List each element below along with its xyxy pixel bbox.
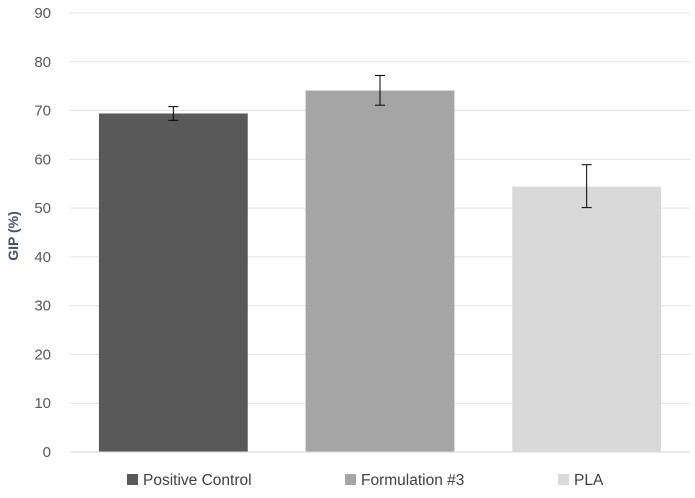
y-tick-label: 70 xyxy=(34,103,51,120)
bar xyxy=(98,113,248,452)
y-tick-label: 80 xyxy=(34,54,51,71)
legend-swatch xyxy=(127,474,138,485)
legend-label: PLA xyxy=(574,472,604,489)
legend-label: Positive Control xyxy=(143,472,252,489)
y-tick-label: 20 xyxy=(34,346,51,363)
error-bar xyxy=(581,164,592,209)
legend-swatch xyxy=(558,474,569,485)
error-bar xyxy=(375,74,385,106)
y-tick-label: 90 xyxy=(34,5,51,22)
legend-item: Formulation #3 xyxy=(345,472,464,489)
bar xyxy=(512,186,662,452)
legend-item: Positive Control xyxy=(127,472,252,489)
y-tick-label: 40 xyxy=(34,249,51,266)
y-tick-label: 60 xyxy=(34,151,51,168)
y-tick-label: 10 xyxy=(34,395,51,412)
y-axis-ticks: 0 10 20 30 40 50 60 70 80 90 xyxy=(34,5,51,461)
y-axis-label: GIP (%) xyxy=(5,211,21,261)
bar xyxy=(305,90,455,452)
error-bar xyxy=(168,106,179,121)
error-bars xyxy=(168,74,592,209)
y-tick-label: 50 xyxy=(34,200,51,217)
legend-swatch xyxy=(345,474,356,485)
bars xyxy=(98,90,662,452)
legend: Positive Control Formulation #3 PLA xyxy=(127,472,604,489)
y-tick-label: 0 xyxy=(43,444,51,461)
y-tick-label: 30 xyxy=(34,298,51,315)
legend-item: PLA xyxy=(558,472,604,489)
legend-label: Formulation #3 xyxy=(361,472,464,489)
